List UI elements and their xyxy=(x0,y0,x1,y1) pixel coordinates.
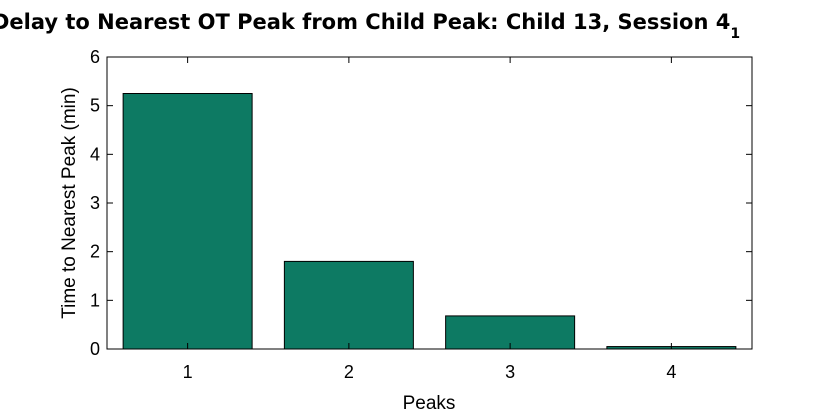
y-tick-label-2: 2 xyxy=(90,242,100,262)
bar-1 xyxy=(122,93,253,350)
y-tick-label-0: 0 xyxy=(90,339,100,359)
x-tick-label-2: 2 xyxy=(344,362,354,382)
y-axis-label: Time to Nearest Peak (min) xyxy=(59,87,80,319)
x-tick-label-4: 4 xyxy=(666,362,676,382)
chart-title-main: Delay to Nearest OT Peak from Child Peak… xyxy=(0,10,730,34)
x-tick-label-1: 1 xyxy=(183,362,193,382)
x-axis-label: Peaks xyxy=(403,393,456,414)
ticks-group: 1 2 3 4 0 1 2 3 4 5 6 xyxy=(90,47,752,382)
plot-frame xyxy=(106,56,753,350)
y-tick-label-1: 1 xyxy=(90,290,100,310)
y-tick-label-6: 6 xyxy=(90,47,100,67)
bar-2 xyxy=(283,260,414,350)
y-tick-label-4: 4 xyxy=(90,144,100,164)
bars-group xyxy=(122,93,737,350)
y-tick-label-3: 3 xyxy=(90,193,100,213)
y-tick-label-5: 5 xyxy=(90,96,100,116)
chart-title-subscript: 1 xyxy=(730,26,740,42)
chart-title: Delay to Nearest OT Peak from Child Peak… xyxy=(0,10,740,42)
x-tick-label-3: 3 xyxy=(505,362,515,382)
